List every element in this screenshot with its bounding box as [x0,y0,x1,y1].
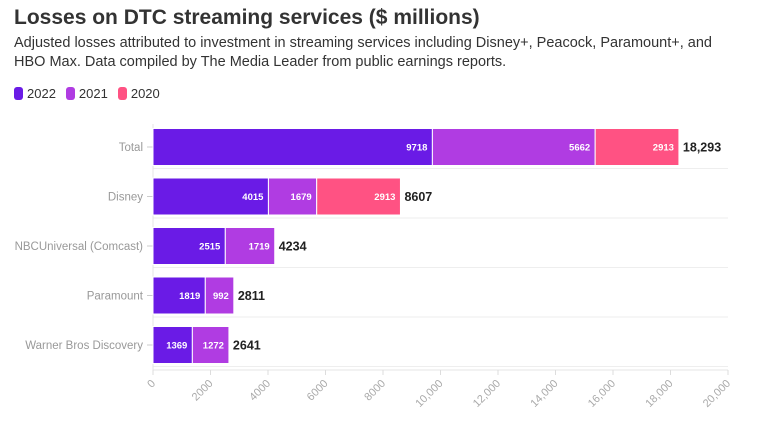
data-label: 992 [213,291,229,302]
legend-swatch [117,87,127,100]
x-tick-label: 14,000 [528,378,560,410]
bar-segment-2021 [431,128,596,166]
bar-segment-2021 [267,177,318,216]
x-tick-label: 2000 [190,378,216,404]
x-tick-label: 8000 [362,378,388,404]
y-tick-label: Total [119,142,143,154]
legend-label: 2020 [130,86,160,101]
x-tick-label: 6000 [305,378,331,404]
bar-segment-2022 [152,326,193,364]
bar-segment-2020 [316,177,401,216]
bar-segment-2021 [191,326,230,364]
data-label: 2913 [653,143,674,154]
chart-title: Losses on DTC streaming services ($ mill… [14,6,480,29]
legend-label: 2022 [27,86,56,101]
data-label: 1719 [249,242,270,253]
y-tick-label: Paramount [87,291,144,303]
legend-item-2021[interactable]: 2021 [65,86,108,101]
data-label: 1679 [291,192,312,203]
x-tick-label: 20,000 [701,378,733,410]
data-label: 1369 [166,341,187,352]
bar-segment-2020 [594,128,680,166]
legend: 2022 2021 2020 [14,86,160,101]
y-tick-label: Disney [108,192,143,204]
x-tick-label: 18,000 [643,378,675,410]
data-label: 4015 [242,192,264,203]
x-tick-label: 16,000 [586,378,618,410]
bar-segment-2022 [152,276,206,315]
legend-label: 2021 [78,86,108,101]
data-label: 1272 [203,341,224,352]
x-tick-label: 12,000 [471,378,503,410]
total-label: 2641 [233,339,261,353]
legend-swatch [14,87,23,100]
x-tick-label: 0 [145,378,158,391]
data-label: 2515 [199,242,221,253]
bar-segment-2021 [224,227,276,265]
data-label: 1819 [179,291,200,302]
total-label: 8607 [404,190,432,204]
y-tick-label: Warner Bros Discovery [25,340,143,352]
total-label: 18,293 [683,141,721,155]
bar-segment-2022 [152,128,433,166]
chart-subtitle: Adjusted losses attributed to investment… [14,35,712,70]
legend-item-2022[interactable]: 2022 [14,86,56,101]
bar-segment-2022 [152,177,269,216]
data-label: 2913 [374,192,395,203]
total-label: 4234 [279,240,307,254]
bar-segment-2021 [204,276,235,315]
total-label: 2811 [238,289,265,303]
legend-swatch [65,87,75,100]
bar-segment-2022 [152,227,226,265]
data-label: 5662 [569,143,590,154]
legend-item-2020[interactable]: 2020 [117,86,160,101]
x-tick-label: 10,000 [413,378,445,410]
x-tick-label: 4000 [247,378,273,404]
data-label: 9718 [406,143,427,154]
y-tick-label: NBCUniversal (Comcast) [15,241,144,253]
